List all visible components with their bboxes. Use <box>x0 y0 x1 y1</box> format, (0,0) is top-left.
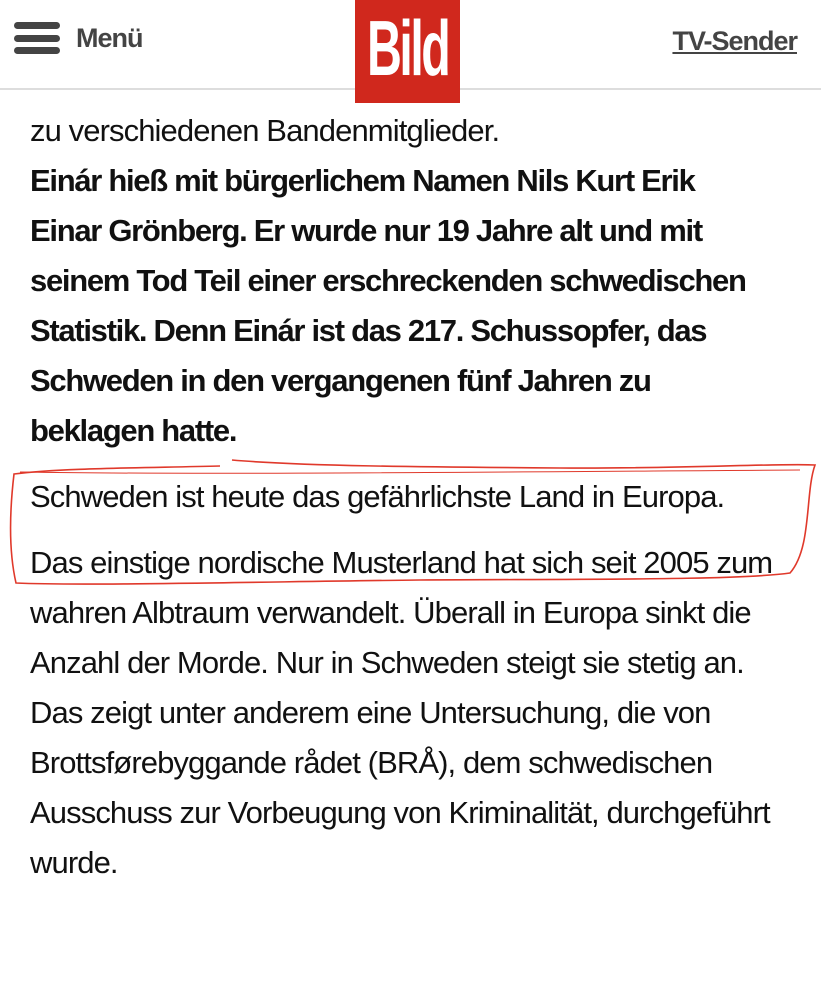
highlighted-paragraph: Schweden ist heute das gefährlichste Lan… <box>30 479 725 514</box>
logo-text: Bild <box>366 3 451 92</box>
intro-paragraph: Einár hieß mit bürgerlichem Namen Nils K… <box>30 163 747 448</box>
tv-sender-link[interactable]: TV-Sender <box>672 26 798 56</box>
menu-label: Menü <box>76 22 143 53</box>
menu-button[interactable]: Menü <box>14 22 143 54</box>
bild-logo[interactable]: Bild <box>355 0 460 103</box>
article-body: zu verschiedenen Bandenmitglieder. Einár… <box>30 106 810 904</box>
preceding-text-line: zu verschiedenen Bandenmitglieder. <box>30 113 500 148</box>
hamburger-icon <box>14 22 60 54</box>
body-paragraph: Das einstige nordische Musterland hat si… <box>30 545 773 880</box>
